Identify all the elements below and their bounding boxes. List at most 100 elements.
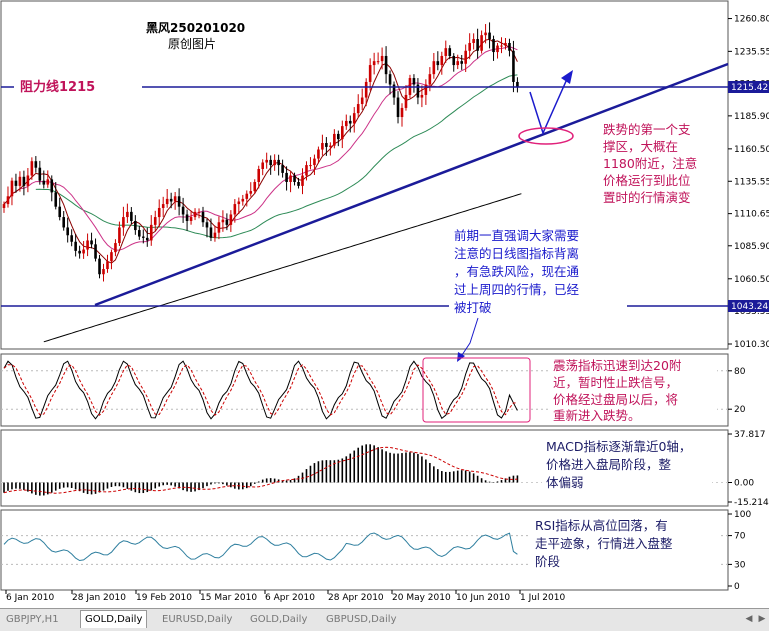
candle — [114, 239, 117, 257]
macd-bar — [277, 479, 280, 483]
macd-bar — [448, 471, 451, 483]
macd-bar — [210, 482, 212, 485]
candle — [341, 120, 344, 149]
candle — [293, 172, 296, 186]
macd-bar — [130, 482, 133, 491]
macd-bar — [66, 482, 69, 488]
tab-scroll-right-icon[interactable]: ▶ — [758, 614, 766, 624]
macd-bar — [516, 475, 519, 483]
macd-bar — [114, 482, 117, 487]
tab-gold-daily-2[interactable]: GOLD,Daily — [250, 614, 308, 625]
macd-bar — [46, 482, 49, 495]
y-tick-label: 1060.50 — [734, 275, 769, 285]
support-zone-line: 价格运行到此位 — [603, 173, 691, 188]
candle — [472, 33, 475, 50]
macd-bar — [190, 482, 192, 492]
tab-gbpjpy-h1[interactable]: GBPJPY,H1 — [6, 614, 59, 625]
candle — [26, 168, 30, 193]
y-tick-label: 37.817 — [734, 430, 766, 440]
title-line2: 原创图片 — [168, 37, 216, 51]
candle — [42, 170, 46, 189]
x-tick-label: 28 Apr 2010 — [328, 593, 384, 603]
macd-bar — [7, 482, 9, 491]
candle — [142, 229, 145, 244]
candle — [38, 160, 42, 185]
candle — [134, 215, 137, 235]
candle — [285, 166, 288, 191]
candle — [74, 234, 77, 257]
candle — [496, 42, 499, 59]
macd-bar — [170, 482, 172, 486]
stochastic-line: 重新进入跌势。 — [553, 408, 641, 423]
candle — [504, 37, 507, 50]
trendline[interactable] — [94, 62, 729, 307]
macd-bar — [218, 482, 220, 484]
candle — [392, 81, 396, 105]
macd-bar — [377, 447, 379, 483]
candle — [432, 52, 436, 79]
y-tick-label: -15.214 — [734, 498, 769, 508]
y-tick-label: 80 — [734, 367, 746, 377]
macd-bar — [433, 466, 435, 483]
macd-bar — [257, 481, 260, 483]
candle — [424, 79, 428, 105]
macd-bar — [305, 469, 308, 483]
x-tick-label: 10 Jun 2010 — [456, 593, 510, 603]
current-price-badge — [728, 81, 769, 93]
macd-bar — [504, 478, 507, 483]
candle — [30, 157, 34, 180]
macd-bar — [496, 481, 499, 483]
candle — [297, 177, 300, 189]
candle — [197, 208, 201, 219]
tab-eurusd-daily[interactable]: EURUSD,Daily — [162, 614, 233, 625]
macd-bar — [353, 450, 356, 483]
macd-bar — [500, 480, 503, 483]
candle — [348, 115, 352, 133]
macd-bar — [222, 482, 224, 485]
macd-bar — [341, 458, 344, 483]
candle — [233, 199, 237, 223]
candle — [86, 233, 89, 257]
macd-bar — [249, 482, 252, 487]
macd-bar — [281, 480, 284, 483]
candle — [34, 156, 38, 173]
macd-bar — [484, 480, 487, 483]
macd-bar — [345, 456, 348, 483]
candle — [420, 85, 424, 108]
candle — [448, 45, 452, 60]
tab-gbpusd-daily[interactable]: GBPUSD,Daily — [326, 614, 397, 625]
candle — [273, 154, 276, 171]
tab-scroll-left-icon[interactable]: ◀ — [745, 614, 753, 624]
macd-bar — [369, 444, 371, 483]
ma-line-pink — [3, 46, 518, 251]
chart-canvas[interactable]: 1260.801235.551210.651185.901160.501135.… — [0, 0, 769, 608]
candle — [321, 134, 324, 156]
macd-bar — [150, 482, 153, 491]
main-panel — [0, 0, 729, 350]
macd-bar — [86, 482, 89, 495]
macd-bar — [186, 482, 188, 492]
candle — [130, 207, 133, 225]
macd-bar — [389, 452, 391, 483]
macd-bar — [512, 475, 515, 483]
candle — [289, 171, 292, 193]
macd-bar — [285, 480, 288, 483]
candle — [360, 88, 364, 111]
candle — [372, 52, 376, 75]
divergence-note: 前期一直强调大家需要 注意的日线图指标背离 ，有急跌风险，现在通 过上周四的行情… — [454, 228, 580, 315]
candle — [464, 44, 467, 73]
candle — [317, 146, 320, 164]
candle — [356, 94, 360, 118]
macd-bar — [460, 470, 463, 483]
macd-bar — [425, 459, 427, 483]
macd-bar — [54, 482, 57, 491]
projection-arrowhead — [561, 70, 573, 84]
rsi-note: RSI指标从高位回落，有 走平迹象，行情进入盘整 阶段 — [535, 518, 673, 569]
tab-gold-daily[interactable]: GOLD,Daily — [80, 610, 148, 628]
candle — [78, 245, 81, 259]
support-zone-note-box — [598, 118, 722, 206]
macd-bar — [508, 476, 511, 483]
resistance-label: 阻力线1215 — [20, 79, 95, 95]
y-tick-label: 1160.50 — [734, 145, 769, 155]
stochastic-line: 近，暂时性止跌信号， — [553, 375, 678, 390]
